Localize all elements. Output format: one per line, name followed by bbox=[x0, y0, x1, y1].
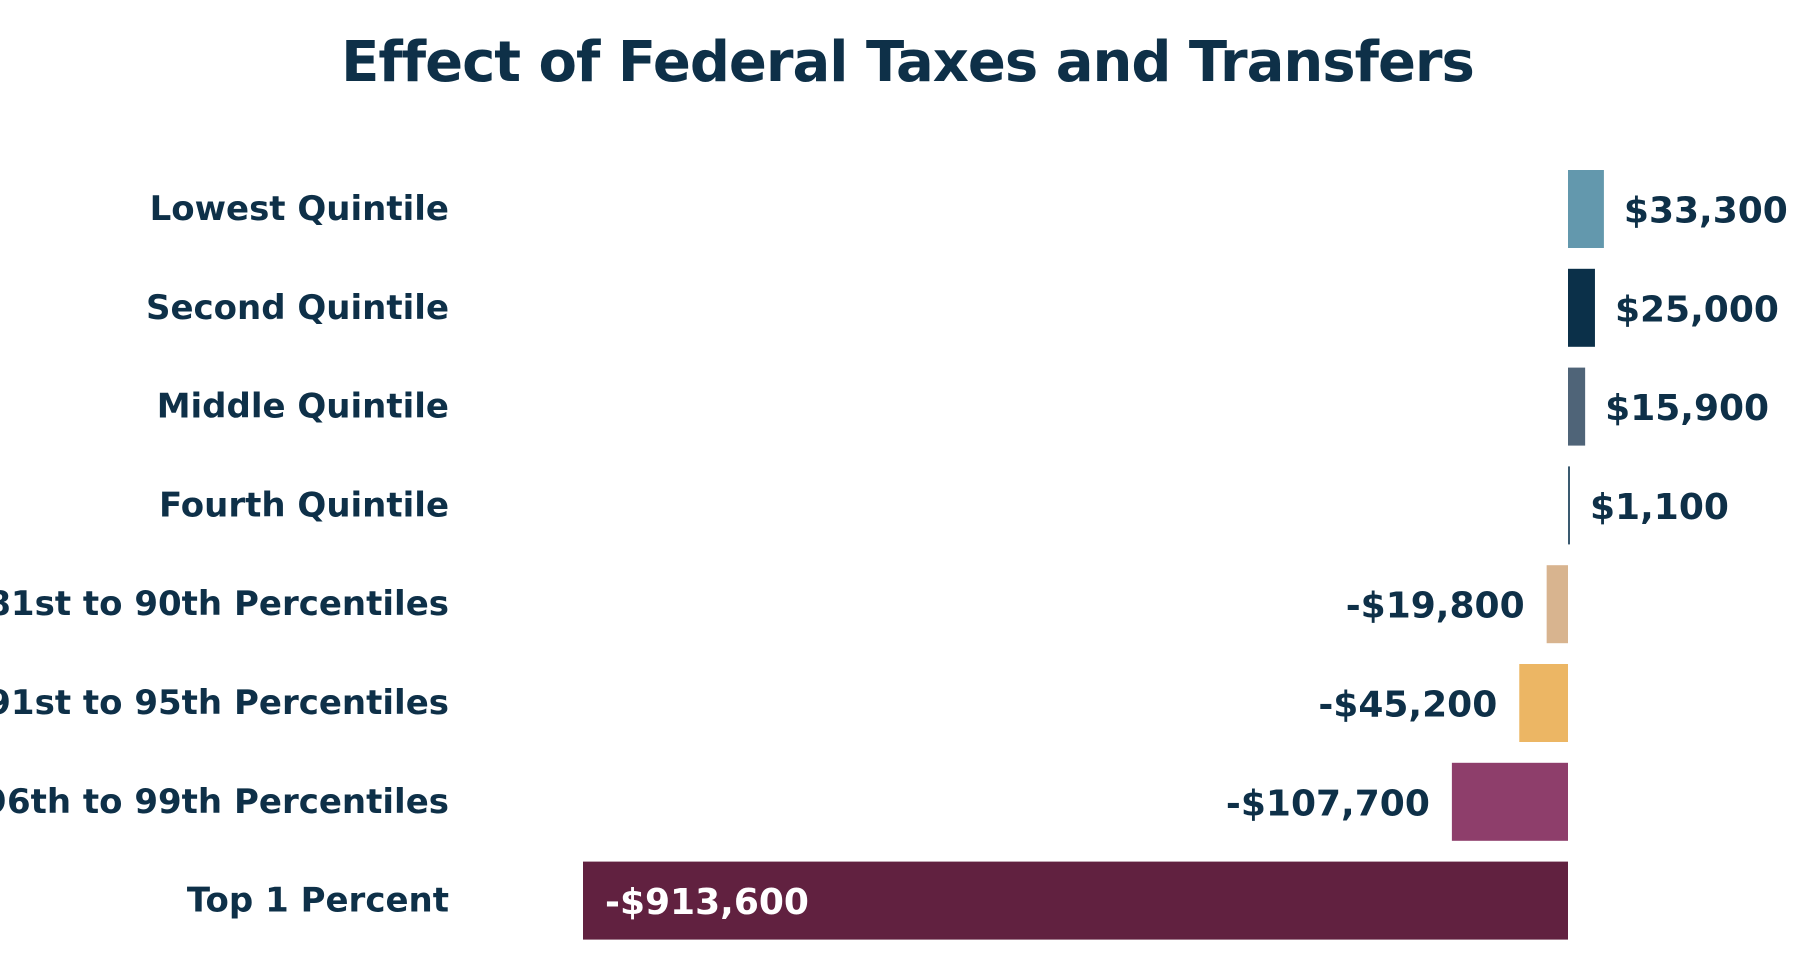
category-label: Fourth Quintile bbox=[159, 485, 449, 525]
bar bbox=[1568, 367, 1586, 446]
category-label: 81st to 90th Percentiles bbox=[0, 584, 449, 624]
category-label: 96th to 99th Percentiles bbox=[0, 782, 449, 822]
data-label: -$913,600 bbox=[605, 882, 809, 923]
chart-title: Effect of Federal Taxes and Transfers bbox=[341, 30, 1475, 95]
category-label: 91st to 95th Percentiles bbox=[0, 683, 449, 723]
category-label: Middle Quintile bbox=[157, 387, 449, 427]
data-label: -$107,700 bbox=[1226, 783, 1430, 824]
bar bbox=[1519, 664, 1568, 742]
bar bbox=[1451, 762, 1568, 841]
bar bbox=[583, 861, 1568, 940]
category-label: Lowest Quintile bbox=[150, 189, 449, 229]
data-label: $15,900 bbox=[1605, 388, 1769, 429]
bar bbox=[1546, 565, 1568, 644]
data-label: $33,300 bbox=[1624, 191, 1788, 232]
bar bbox=[1568, 268, 1595, 347]
data-label: -$19,800 bbox=[1346, 586, 1525, 627]
data-label: $1,100 bbox=[1590, 487, 1729, 528]
category-label: Top 1 Percent bbox=[187, 881, 449, 921]
data-label: $25,000 bbox=[1615, 289, 1779, 330]
bar bbox=[1568, 466, 1570, 545]
data-label: -$45,200 bbox=[1318, 685, 1497, 726]
category-label: Second Quintile bbox=[146, 288, 449, 328]
bar bbox=[1568, 170, 1604, 248]
